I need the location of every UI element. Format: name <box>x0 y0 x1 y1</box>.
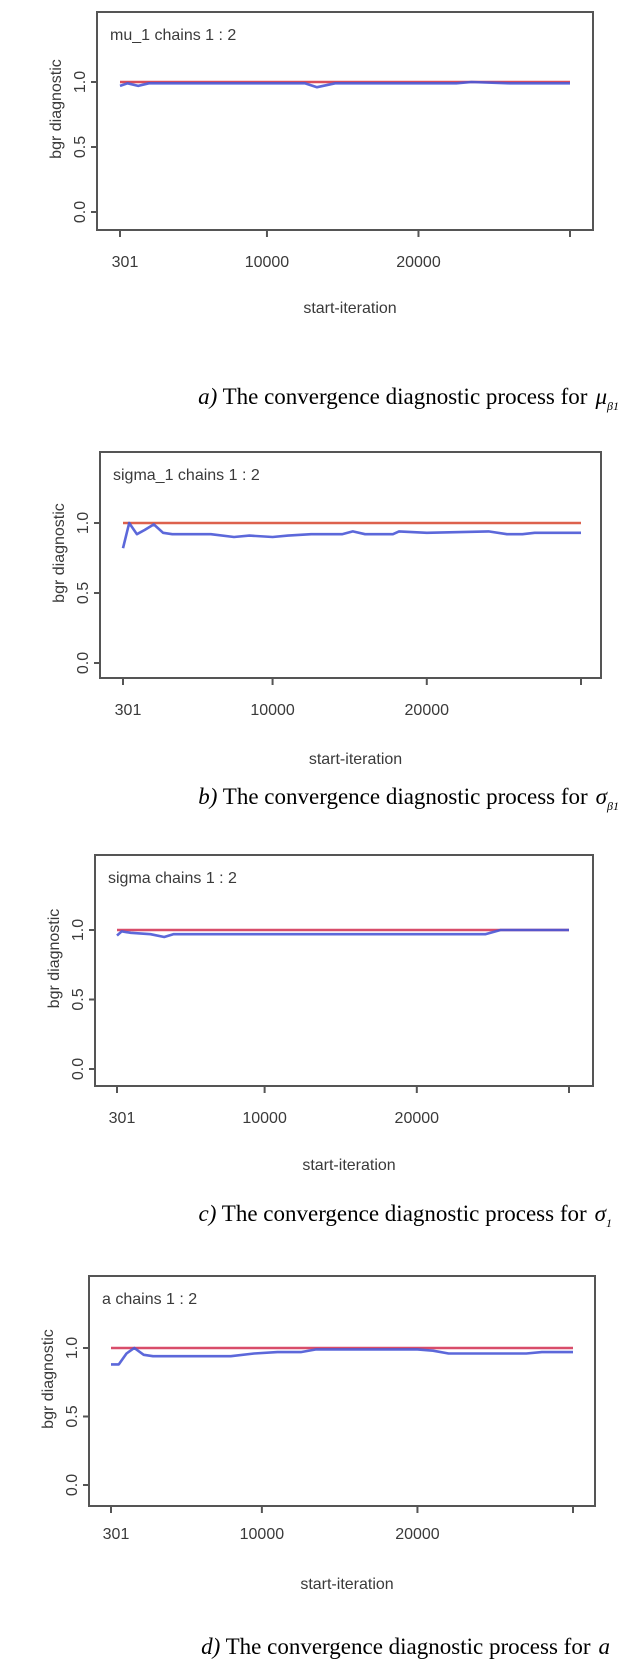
caption-subscript: 1 <box>606 1216 612 1230</box>
caption-letter: b) <box>198 784 218 809</box>
chart-panel-a: mu_1 chains 1 : 2 0.0 0.5 1.0 bgr diagnostic… <box>48 11 594 317</box>
caption-letter: c) <box>198 1201 217 1226</box>
x-tick-label: 20000 <box>395 1110 440 1127</box>
x-tick-label: 301 <box>103 1526 130 1543</box>
y-axis-label: bgr diagnostic <box>51 503 68 603</box>
plot-frame <box>88 1275 596 1507</box>
series-line-blue <box>116 928 569 939</box>
chart-title: sigma chains 1 : 2 <box>108 870 237 887</box>
caption-subscript: β1 <box>607 799 619 813</box>
chart-panel-d: a chains 1 : 2 0.0 0.5 1.0 bgr diagnostic 301… <box>40 1275 596 1593</box>
x-tick-label: 20000 <box>396 254 441 271</box>
caption-subscript: β1 <box>607 399 619 413</box>
y-tick-label: 0.5 <box>75 582 92 604</box>
x-axis-label: start-iteration <box>300 1576 393 1593</box>
chart-panel-b: sigma_1 chains 1 : 2 0.0 0.5 1.0 bgr diagnos… <box>51 451 602 768</box>
y-tick-label: 1.0 <box>75 512 92 534</box>
x-tick-label: 301 <box>115 702 142 719</box>
series-line-blue <box>119 80 570 89</box>
caption-text: The convergence diagnostic process for <box>221 1201 587 1226</box>
y-axis-label: bgr diagnostic <box>40 1329 57 1429</box>
caption-text: The convergence diagnostic process for <box>222 384 588 409</box>
caption-symbol: μ <box>595 384 608 409</box>
y-tick-label: 0.0 <box>64 1474 81 1496</box>
caption-text: The convergence diagnostic process for <box>222 784 588 809</box>
y-axis-label: bgr diagnostic <box>48 59 65 159</box>
chart-panel-c: sigma chains 1 : 2 0.0 0.5 1.0 bgr diagnosti… <box>46 854 594 1174</box>
caption-symbol: σ <box>595 784 608 809</box>
x-tick-label: 301 <box>109 1110 136 1127</box>
x-tick-label: 10000 <box>245 254 290 271</box>
y-tick-label: 0.0 <box>72 201 89 223</box>
caption-b: b) The convergence diagnostic process fo… <box>0 784 619 814</box>
x-tick-label: 10000 <box>242 1110 287 1127</box>
y-tick-label: 0.5 <box>64 1405 81 1427</box>
plot-frame <box>99 451 602 679</box>
x-axis-label: start-iteration <box>309 751 402 768</box>
caption-letter: a) <box>198 384 218 409</box>
series-line-blue <box>111 1346 573 1366</box>
y-tick-label: 1.0 <box>72 71 89 93</box>
x-axis-label: start-iteration <box>303 300 396 317</box>
chart-title: mu_1 chains 1 : 2 <box>110 27 236 44</box>
caption-text: The convergence diagnostic process for <box>225 1634 591 1659</box>
caption-c: c) The convergence diagnostic process fo… <box>0 1201 612 1231</box>
y-tick-label: 0.5 <box>72 136 89 158</box>
y-tick-label: 1.0 <box>64 1337 81 1359</box>
y-tick-label: 0.0 <box>70 1058 87 1080</box>
x-tick-label: 20000 <box>395 1526 440 1543</box>
y-tick-label: 0.0 <box>75 652 92 674</box>
caption-a: a) The convergence diagnostic process fo… <box>0 384 619 414</box>
x-tick-label: 10000 <box>250 702 295 719</box>
y-axis-label: bgr diagnostic <box>46 909 63 1009</box>
x-tick-label: 20000 <box>405 702 450 719</box>
x-axis-label: start-iteration <box>302 1157 395 1174</box>
chart-title: sigma_1 chains 1 : 2 <box>113 467 260 484</box>
caption-symbol: σ <box>594 1201 606 1226</box>
caption-d: d) The convergence diagnostic process fo… <box>0 1634 610 1664</box>
chart-title: a chains 1 : 2 <box>102 1291 197 1308</box>
caption-letter: d) <box>201 1634 221 1659</box>
plot-frame <box>94 854 594 1087</box>
y-tick-label: 1.0 <box>70 919 87 941</box>
series-line-blue <box>121 521 581 549</box>
y-tick-label: 0.5 <box>70 988 87 1010</box>
plot-frame <box>96 11 594 231</box>
caption-symbol: a <box>598 1634 611 1659</box>
x-tick-label: 10000 <box>240 1526 285 1543</box>
x-tick-label: 301 <box>112 254 139 271</box>
